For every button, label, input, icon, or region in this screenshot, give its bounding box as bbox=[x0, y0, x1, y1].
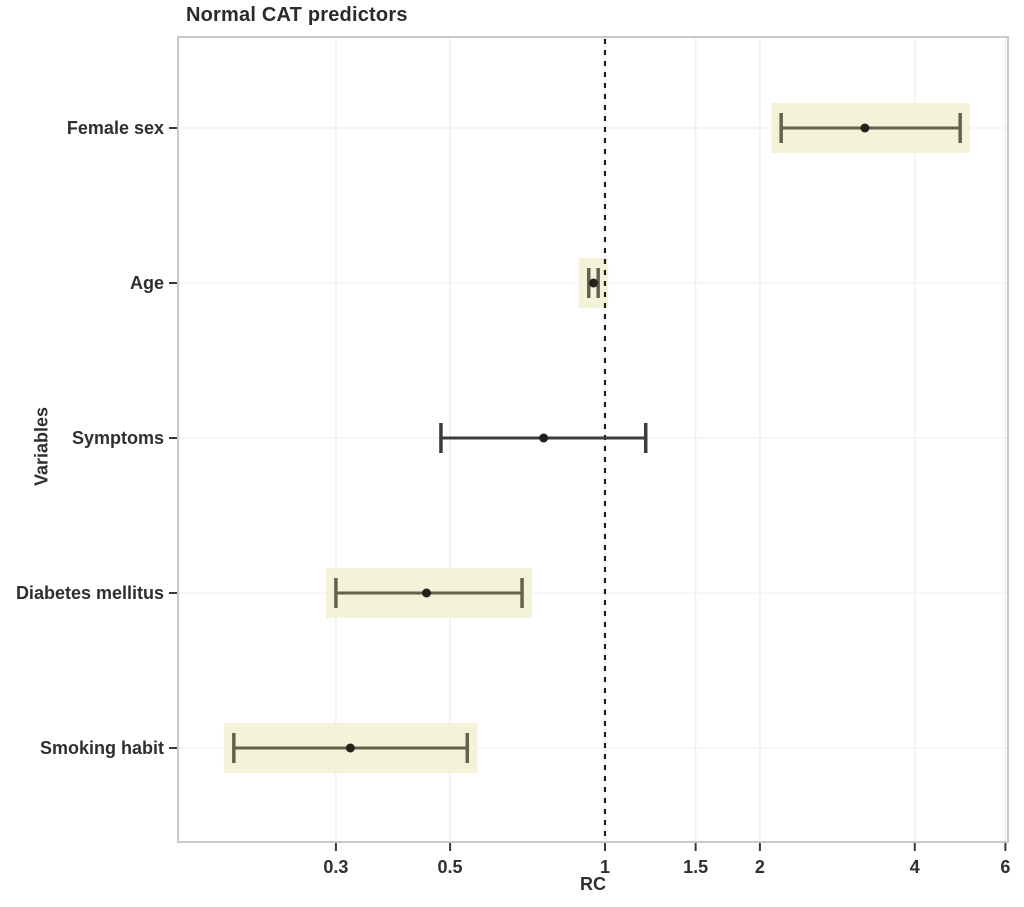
x-tick-label: 6 bbox=[1000, 857, 1010, 877]
x-tick-label: 1.5 bbox=[683, 857, 708, 877]
row-label: Symptoms bbox=[72, 428, 164, 448]
point-marker bbox=[345, 743, 355, 753]
x-tick-label: 1 bbox=[600, 857, 610, 877]
y-axis-label: Variables bbox=[31, 406, 52, 487]
row-label: Female sex bbox=[67, 118, 164, 138]
point-marker bbox=[539, 433, 549, 443]
row-label: Age bbox=[130, 273, 164, 293]
x-tick-label: 2 bbox=[755, 857, 765, 877]
x-tick-label: 4 bbox=[910, 857, 920, 877]
row-label: Smoking habit bbox=[40, 738, 164, 758]
point-marker bbox=[589, 278, 599, 288]
chart-title: Normal CAT predictors bbox=[186, 4, 408, 26]
point-marker bbox=[422, 588, 432, 598]
point-marker bbox=[860, 123, 870, 133]
x-tick-label: 0.5 bbox=[438, 857, 463, 877]
x-tick-label: 0.3 bbox=[323, 857, 348, 877]
row-label: Diabetes mellitus bbox=[16, 583, 164, 603]
x-axis-label: RC bbox=[580, 874, 606, 894]
